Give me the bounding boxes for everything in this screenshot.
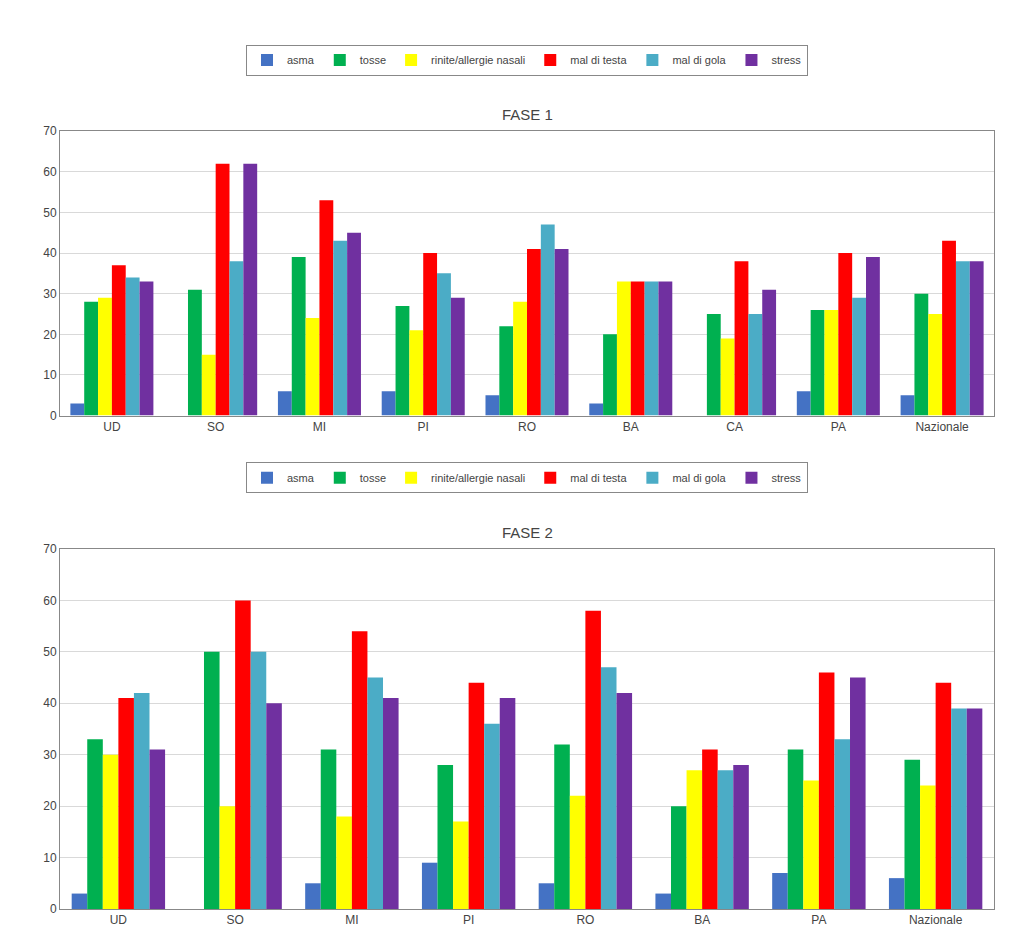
svg-text:UD: UD bbox=[110, 913, 128, 927]
svg-text:BA: BA bbox=[694, 913, 710, 927]
svg-text:PI: PI bbox=[418, 420, 429, 434]
svg-text:30: 30 bbox=[43, 748, 57, 762]
svg-text:UD: UD bbox=[103, 420, 121, 434]
svg-text:20: 20 bbox=[43, 799, 57, 813]
svg-text:stress: stress bbox=[771, 472, 801, 484]
svg-text:40: 40 bbox=[43, 696, 57, 710]
svg-text:MI: MI bbox=[313, 420, 326, 434]
svg-text:50: 50 bbox=[43, 206, 57, 220]
svg-text:10: 10 bbox=[43, 851, 57, 865]
svg-text:rinite/allergie nasali: rinite/allergie nasali bbox=[431, 54, 525, 66]
svg-text:PA: PA bbox=[831, 420, 846, 434]
svg-text:PA: PA bbox=[811, 913, 826, 927]
svg-text:30: 30 bbox=[43, 287, 57, 301]
svg-text:20: 20 bbox=[43, 328, 57, 342]
svg-text:BA: BA bbox=[623, 420, 639, 434]
svg-text:SO: SO bbox=[226, 913, 243, 927]
svg-text:MI: MI bbox=[345, 913, 358, 927]
svg-text:mal di testa: mal di testa bbox=[570, 472, 627, 484]
svg-text:tosse: tosse bbox=[360, 472, 386, 484]
svg-text:SO: SO bbox=[207, 420, 224, 434]
svg-text:RO: RO bbox=[518, 420, 536, 434]
svg-text:asma: asma bbox=[287, 54, 315, 66]
svg-text:60: 60 bbox=[43, 594, 57, 608]
svg-text:FASE 2: FASE 2 bbox=[502, 524, 553, 541]
svg-text:asma: asma bbox=[287, 472, 315, 484]
svg-text:mal di testa: mal di testa bbox=[570, 54, 627, 66]
svg-text:PI: PI bbox=[463, 913, 474, 927]
svg-text:mal di gola: mal di gola bbox=[672, 472, 726, 484]
svg-text:10: 10 bbox=[43, 368, 57, 382]
svg-text:FASE 1: FASE 1 bbox=[502, 106, 553, 123]
svg-text:Nazionale: Nazionale bbox=[909, 913, 963, 927]
svg-text:tosse: tosse bbox=[360, 54, 386, 66]
svg-text:0: 0 bbox=[50, 409, 57, 423]
svg-text:stress: stress bbox=[771, 54, 801, 66]
svg-text:40: 40 bbox=[43, 246, 57, 260]
svg-text:mal di gola: mal di gola bbox=[672, 54, 726, 66]
svg-text:60: 60 bbox=[43, 165, 57, 179]
svg-text:rinite/allergie nasali: rinite/allergie nasali bbox=[431, 472, 525, 484]
svg-text:Nazionale: Nazionale bbox=[915, 420, 969, 434]
svg-text:50: 50 bbox=[43, 645, 57, 659]
svg-text:70: 70 bbox=[43, 124, 57, 138]
svg-text:0: 0 bbox=[50, 902, 57, 916]
svg-text:CA: CA bbox=[726, 420, 743, 434]
svg-text:RO: RO bbox=[576, 913, 594, 927]
svg-text:70: 70 bbox=[43, 542, 57, 556]
